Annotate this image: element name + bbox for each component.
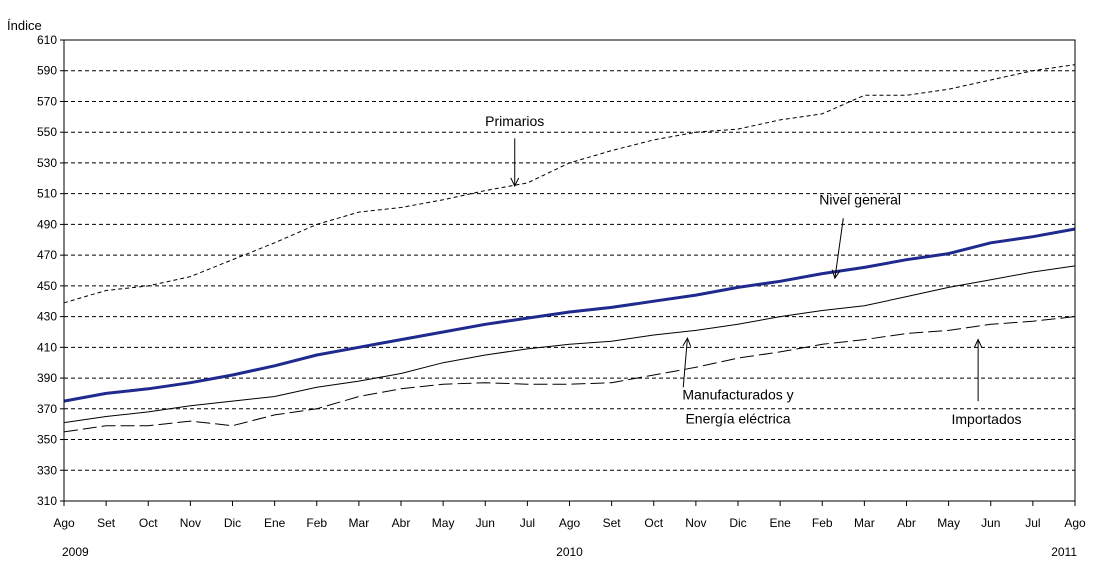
series-line-1 <box>63 227 1076 403</box>
annotation-arrow <box>834 218 844 279</box>
x-tick-label: Nov <box>685 516 706 530</box>
annotation-label: Primarios <box>485 113 544 129</box>
x-tick-label: Jul <box>520 516 535 530</box>
annotation-arrowhead <box>831 269 841 280</box>
year-label: 2011 <box>1051 545 1077 559</box>
annotation-arrowhead <box>682 336 692 347</box>
y-tick-label: 510 <box>37 187 57 201</box>
x-tick-label: Mar <box>854 516 875 530</box>
annotation-arrow <box>682 338 688 388</box>
series-line-0 <box>63 64 1076 304</box>
annotation-arrowhead <box>973 338 983 349</box>
year-label: 2010 <box>556 545 583 559</box>
x-tick-label: Nov <box>180 516 201 530</box>
x-tick-label: Dic <box>224 516 241 530</box>
x-tick-label: Mar <box>349 516 370 530</box>
y-tick-label: 390 <box>37 371 57 385</box>
annotation-arrowhead <box>510 177 520 188</box>
y-tick-label: 310 <box>37 494 57 508</box>
x-tick-label: Ago <box>53 516 75 530</box>
x-tick-label: Jun <box>981 516 1000 530</box>
x-tick-label: Jul <box>1025 516 1040 530</box>
year-labels: 2009 2010 2011 <box>62 545 1077 559</box>
y-tick-label: 590 <box>37 64 57 78</box>
x-tick-label: Abr <box>392 516 411 530</box>
series-line-3 <box>63 316 1076 433</box>
x-tick-label: May <box>432 516 455 530</box>
x-tick-label: May <box>937 516 960 530</box>
x-ticks: Ago Set Oct Nov Dic Ene Feb Mar Abr May Jun Jul Ago S… <box>53 501 1086 530</box>
annotation-label: Energía eléctrica <box>685 411 790 427</box>
y-tick-label: 530 <box>37 156 57 170</box>
y-tick-label: 470 <box>37 248 57 262</box>
x-tick-label: Ene <box>769 516 791 530</box>
x-tick-label: Oct <box>139 516 158 530</box>
y-tick-label: 330 <box>37 463 57 477</box>
y-tick-label: 450 <box>37 279 57 293</box>
x-tick-label: Oct <box>644 516 663 530</box>
annotation-label: Importados <box>952 411 1022 427</box>
x-tick-label: Set <box>97 516 116 530</box>
y-tick-label: 350 <box>37 433 57 447</box>
series-lines <box>63 64 1076 433</box>
y-tick-label: 610 <box>37 33 57 47</box>
y-tick-label: 550 <box>37 125 57 139</box>
plot-frame <box>63 39 1076 502</box>
x-tick-label: Ene <box>264 516 286 530</box>
y-tick-label: 410 <box>37 340 57 354</box>
year-label: 2009 <box>62 545 89 559</box>
x-tick-label: Feb <box>306 516 327 530</box>
x-tick-label: Set <box>603 516 622 530</box>
x-tick-label: Ago <box>1064 516 1086 530</box>
series-line-2 <box>63 265 1076 424</box>
x-tick-label: Dic <box>729 516 746 530</box>
grid <box>64 70 1075 471</box>
x-tick-label: Feb <box>812 516 833 530</box>
y-tick-label: 370 <box>37 402 57 416</box>
x-tick-label: Abr <box>897 516 916 530</box>
annotation-label: Nivel general <box>819 191 901 207</box>
y-axis-label: Índice <box>7 18 42 33</box>
x-tick-label: Jun <box>476 516 495 530</box>
x-tick-label: Ago <box>559 516 581 530</box>
annotation-label: Manufacturados y <box>682 387 793 403</box>
annotations: Primarios Nivel general Manufacturados y En… <box>485 113 1021 427</box>
y-tick-label: 490 <box>37 217 57 231</box>
y-ticks: 310 330 350 370 390 410 430 450 470 490 510 530 550 5… <box>37 33 64 508</box>
y-tick-label: 430 <box>37 310 57 324</box>
y-tick-label: 570 <box>37 94 57 108</box>
